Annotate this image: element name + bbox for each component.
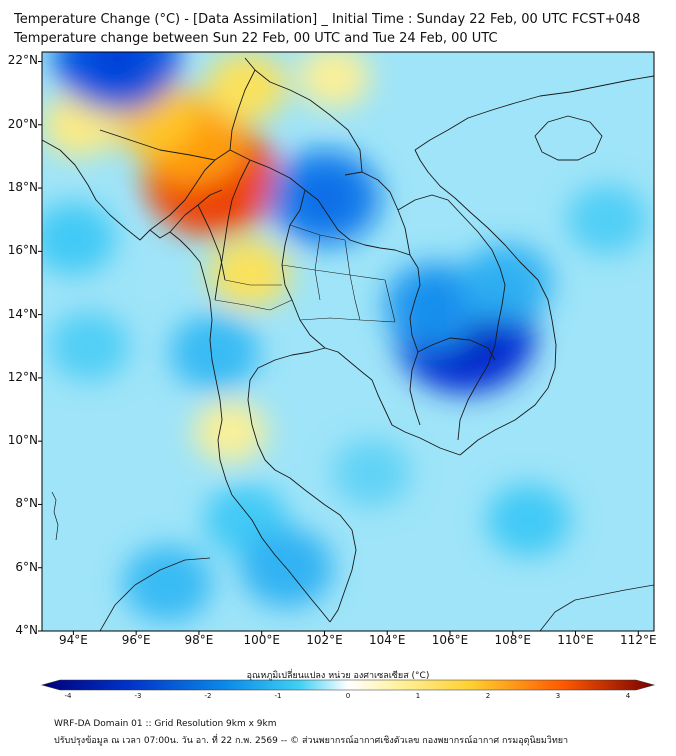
- anomaly-cell-15: [169, 314, 260, 391]
- lat-tick-label: 12°N: [7, 369, 38, 384]
- anomaly-cell-6: [193, 400, 267, 463]
- lat-tick-label: 8°N: [15, 496, 38, 511]
- colorbar-tick-label: -3: [134, 692, 142, 700]
- lat-tick-label: 22°N: [7, 53, 38, 68]
- axis-ticks: [38, 60, 639, 635]
- anomaly-cell-14: [48, 311, 130, 382]
- lon-tick-label: 94°E: [58, 633, 88, 647]
- colorbar-tick-label: -1: [274, 692, 282, 700]
- anomaly-cell-4: [297, 52, 371, 109]
- lat-tick-label: 4°N: [15, 623, 38, 637]
- anomaly-core-11: [300, 177, 349, 218]
- lon-tick-label: 98°E: [184, 633, 214, 647]
- anomaly-core-9: [412, 287, 456, 324]
- anomaly-cell-20: [486, 484, 571, 557]
- lat-tick-label: 10°N: [7, 433, 38, 448]
- lon-tick-label: 110°E: [557, 633, 594, 647]
- colorbar-tick-label: 2: [485, 692, 491, 700]
- lat-tick-label: 6°N: [15, 559, 38, 574]
- map-frame: [41, 51, 655, 632]
- footer-credit: ปรับปรุงข้อมูล ณ เวลา 07:00น. วัน อา. ที…: [54, 736, 569, 746]
- lon-tick-label: 100°E: [243, 633, 280, 647]
- colorbar-ramp: [40, 679, 656, 691]
- colorbar-tick-label: 3: [555, 692, 561, 700]
- anomaly-cell-19: [332, 439, 411, 507]
- colorbar-tick-label: -2: [204, 692, 212, 700]
- colorbar-tick-label: 4: [625, 692, 631, 700]
- lon-tick-label: 104°E: [368, 633, 406, 647]
- lon-tick-label: 106°E: [431, 633, 469, 647]
- lon-tick-label: 108°E: [494, 633, 532, 647]
- anomaly-cell-3: [205, 52, 287, 122]
- anomaly-cell-21: [566, 184, 648, 255]
- country-borders: [42, 57, 654, 631]
- anomaly-cell-18: [240, 528, 333, 608]
- lat-tick-label: 14°N: [7, 306, 38, 321]
- anomaly-core-12: [90, 52, 145, 81]
- lat-tick-label: 20°N: [7, 116, 38, 131]
- chart-title: Temperature Change (°C) - [Data Assimila…: [14, 12, 641, 27]
- colorbar-tick-label: 1: [415, 692, 421, 700]
- footer-model-info: WRF-DA Domain 01 :: Grid Resolution 9km …: [54, 719, 277, 729]
- anomaly-cell-10: [460, 243, 553, 323]
- lon-tick-label: 112°E: [620, 633, 657, 647]
- field-area: [42, 52, 654, 631]
- anomaly-cell-17: [122, 545, 213, 622]
- lon-tick-label: 102°E: [306, 633, 343, 647]
- colorbar-label: อุณหภูมิเปลี่ยนแปลง หน่วย องศาเซลเซียส (…: [246, 671, 430, 681]
- anomaly-cell-5: [208, 238, 290, 309]
- colorbar: [40, 679, 656, 691]
- anomaly-field: [42, 52, 648, 622]
- chart-subtitle: Temperature change between Sun 22 Feb, 0…: [14, 31, 498, 46]
- colorbar-tick-label: 0: [345, 692, 351, 700]
- lat-tick-label: 18°N: [7, 180, 38, 195]
- lat-tick-label: 16°N: [7, 243, 38, 258]
- anomaly-cell-12: [54, 52, 181, 113]
- anomaly-cell-13: [42, 202, 116, 275]
- lon-tick-label: 96°E: [121, 633, 151, 647]
- colorbar-tick-label: -4: [64, 692, 72, 700]
